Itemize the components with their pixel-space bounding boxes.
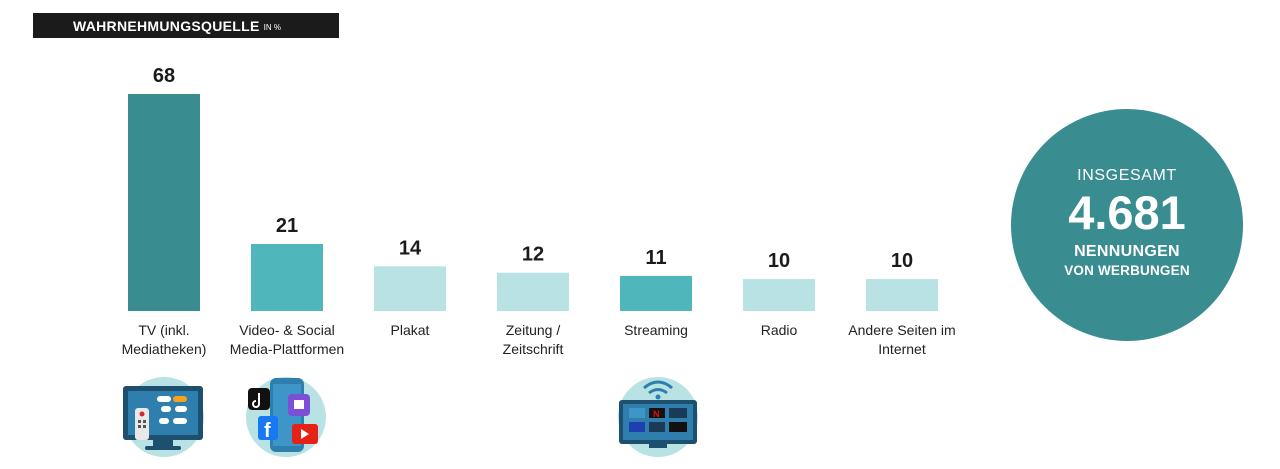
total-label: INSGESAMT [1077,166,1177,184]
svg-text:N: N [653,409,660,419]
social-media-platforms-icon: f [246,377,326,457]
chart-title-bar: WAHRNEHMUNGSQUELLE IN % [33,13,339,38]
bar-value-label: 11 [645,247,666,269]
bar-value-label: 21 [276,215,298,237]
category-label: Andere Seiten im Internet [848,322,956,357]
streaming-tv-icon: N [618,377,698,457]
bar [374,266,446,311]
bar [251,243,323,311]
bar-value-label: 12 [522,244,544,266]
bar-value-label: 14 [399,237,422,259]
tv-mediatheken-icon [123,377,204,457]
category-label: TV (inkl. Mediatheken) [121,322,207,357]
bar [497,272,569,311]
bar [620,275,692,311]
bar-chart: 68 21 14 12 11 10 10 [128,65,938,311]
category-label: Video- & Social Media-Plattformen [229,322,345,357]
total-subtitle-2: VON WERBUNGEN [1064,262,1190,278]
total-mentions-circle: INSGESAMT 4.681 NENNUNGEN VON WERBUNGEN [1011,109,1243,341]
bar [866,279,938,311]
total-subtitle-1: NENNUNGEN [1074,242,1180,260]
bar-value-label: 68 [153,65,175,87]
category-label: Zeitung / Zeitschrift [502,322,564,357]
bar-value-label: 10 [891,250,913,272]
bar [128,94,200,311]
chart-unit: IN % [263,22,281,32]
bar-value-label: 10 [768,250,790,272]
category-label: Plakat [390,322,430,338]
category-label: Streaming [624,322,688,338]
category-label: Radio [760,322,798,338]
svg-text:f: f [264,420,271,442]
total-value: 4.681 [1068,185,1186,239]
bar [743,279,815,311]
chart-title: WAHRNEHMUNGSQUELLE [73,17,260,34]
